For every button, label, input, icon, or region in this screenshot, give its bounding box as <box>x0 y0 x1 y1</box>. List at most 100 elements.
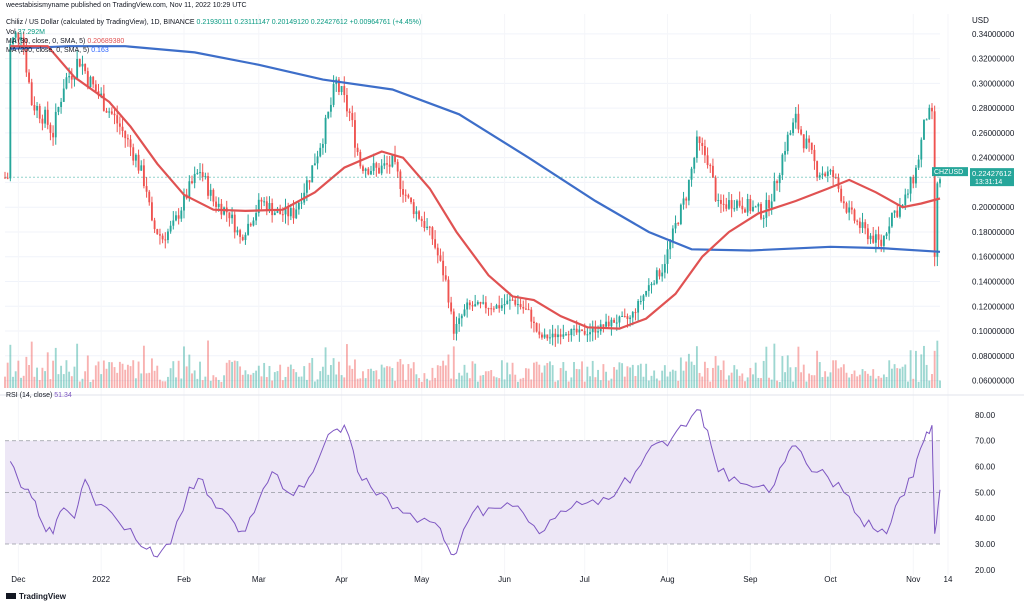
candle-body <box>28 72 30 83</box>
moving-averages <box>10 45 941 330</box>
volume-bar <box>679 357 682 388</box>
volume-bar <box>450 378 453 388</box>
candle-body <box>436 247 439 256</box>
candle-body <box>858 221 861 228</box>
volume-bar <box>511 362 514 388</box>
candle-body <box>800 129 803 135</box>
candle-body <box>367 168 370 175</box>
volume-bar <box>159 379 161 388</box>
volume-bar <box>701 376 704 388</box>
candle-body <box>711 165 714 178</box>
candle-body <box>94 84 97 92</box>
candle-body <box>789 133 792 135</box>
candle-body <box>792 122 795 134</box>
volume-bar <box>17 360 20 388</box>
volume-bar <box>530 379 533 388</box>
candle-body <box>164 239 167 241</box>
candle-body <box>215 201 217 207</box>
candle-body <box>260 199 263 202</box>
volume-bar <box>837 368 840 388</box>
candle-body <box>471 305 474 307</box>
candle-body <box>602 324 605 327</box>
volume-bar <box>383 367 386 388</box>
candle-body <box>244 234 247 240</box>
candle-body <box>476 302 479 305</box>
volume-bar <box>57 374 60 388</box>
candle-body <box>142 165 145 187</box>
candle-body <box>167 231 169 240</box>
volume-bar <box>303 366 306 388</box>
volume-bar <box>784 372 786 388</box>
candle-body <box>818 175 821 178</box>
volume-bar <box>770 379 773 388</box>
volume-bar <box>506 362 509 388</box>
volume-bar <box>904 364 907 388</box>
volume-bar <box>538 364 541 388</box>
volume-bar <box>583 381 586 388</box>
volume-bar <box>252 372 255 388</box>
candle-body <box>573 328 575 330</box>
price-tick-label: 0.20000000 <box>972 203 1015 212</box>
candle-body <box>717 199 720 201</box>
price-tick-label: 0.30000000 <box>972 79 1015 88</box>
volume-bar <box>442 360 445 388</box>
symbol-line: Chiliz / US Dollar (calculated by Tradin… <box>6 19 421 26</box>
candle-body <box>519 304 522 308</box>
volume-bar <box>364 378 367 388</box>
volume-bar <box>629 367 632 388</box>
volume-bar <box>375 370 378 388</box>
price-tick-label: 0.14000000 <box>972 277 1015 286</box>
volume-bar <box>541 372 543 388</box>
volume-bar <box>420 381 423 388</box>
candle-body <box>36 105 38 111</box>
candle-body <box>773 181 776 202</box>
candle-body <box>257 199 260 214</box>
candlestick-series <box>4 31 941 347</box>
candle-body <box>380 165 383 174</box>
volume-bar <box>44 371 47 388</box>
ma30-value: 0.20689380 <box>87 38 125 45</box>
volume-bar <box>898 368 901 388</box>
volume-bar <box>337 361 340 388</box>
volume-bar <box>845 372 848 388</box>
candle-body <box>49 124 52 133</box>
candle-body <box>923 119 925 140</box>
candle-body <box>671 228 674 242</box>
volume-bar <box>725 379 728 388</box>
candle-body <box>351 113 354 121</box>
candle-body <box>786 134 789 152</box>
candle-body <box>25 48 28 73</box>
candle-body <box>391 155 394 167</box>
volume-bar <box>848 377 851 388</box>
volume-bar <box>805 381 808 388</box>
candle-body <box>4 177 6 179</box>
price-tick-label: 0.28000000 <box>972 104 1015 113</box>
candle-body <box>581 329 583 331</box>
candle-body <box>490 308 493 310</box>
volume-bar <box>594 377 597 388</box>
time-tick-label: Aug <box>660 575 674 584</box>
candle-body <box>637 301 640 313</box>
volume-bar <box>412 362 415 388</box>
volume-bar <box>172 361 175 388</box>
candle-body <box>543 334 546 338</box>
volume-bar <box>573 362 575 388</box>
candle-body <box>495 305 498 309</box>
candle-body <box>105 110 108 113</box>
price-tick-label: 0.10000000 <box>972 327 1015 336</box>
volume-bar <box>247 374 250 388</box>
candle-body <box>300 202 303 204</box>
volume-bar <box>781 356 784 388</box>
volume-bar <box>661 370 664 388</box>
volume-bar <box>490 370 493 388</box>
volume-bar <box>920 354 923 388</box>
candle-body <box>527 309 530 311</box>
time-tick-label: 14 <box>944 575 953 584</box>
volume-bar <box>137 361 140 388</box>
candle-body <box>778 175 781 184</box>
volume-bar <box>362 371 364 388</box>
candle-body <box>928 107 931 120</box>
volume-bar <box>455 379 458 388</box>
candle-body <box>415 211 418 215</box>
volume-bar <box>233 360 236 388</box>
